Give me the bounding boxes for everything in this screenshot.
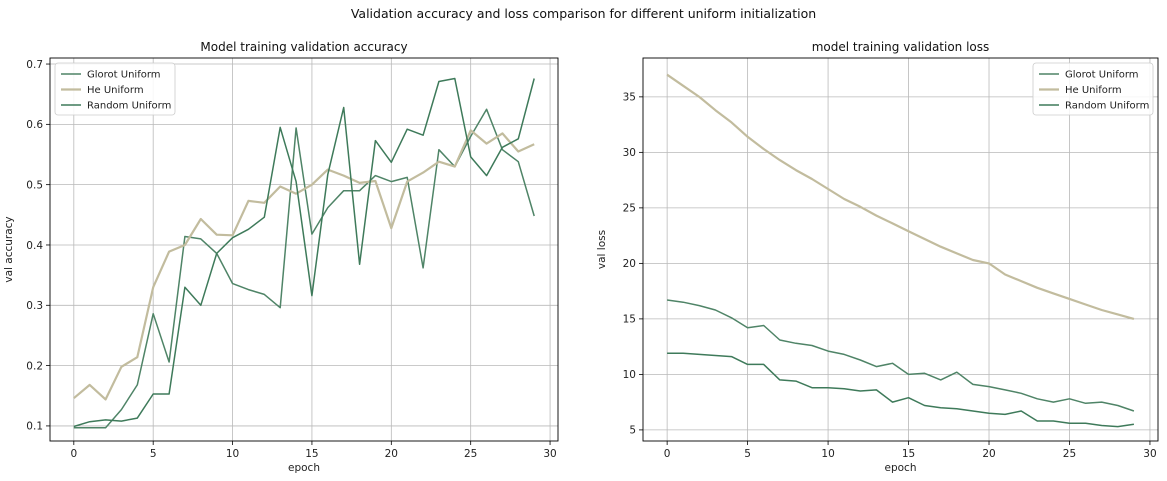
x-tick-label: 15 xyxy=(902,448,915,460)
y-tick-label: 35 xyxy=(623,92,636,104)
legend-box xyxy=(1032,62,1154,116)
x-tick-label: 5 xyxy=(744,448,751,460)
y-tick-label: 30 xyxy=(623,147,636,159)
x-axis-label: epoch xyxy=(288,462,320,474)
y-axis-label: val accuracy xyxy=(3,216,15,282)
series-line-glorot-uniform xyxy=(666,299,1135,412)
y-tick-label: 0.5 xyxy=(26,179,43,191)
y-tick-label: 20 xyxy=(623,258,636,270)
chart-title: model training validation loss xyxy=(812,40,990,54)
y-tick-label: 0.6 xyxy=(26,119,43,131)
legend-entry-label: Random Uniform xyxy=(1065,101,1149,112)
series-line-he-uniform xyxy=(73,129,535,401)
legend-entry-label: Glorot Uniform xyxy=(87,70,161,81)
y-tick-label: 0.7 xyxy=(26,59,43,71)
x-tick-label: 30 xyxy=(1143,448,1156,460)
series-line-glorot-uniform xyxy=(73,108,535,429)
legend-entry-label: Random Uniform xyxy=(87,101,171,112)
x-tick-label: 10 xyxy=(821,448,834,460)
x-tick-label: 25 xyxy=(1063,448,1076,460)
series-line-he-uniform xyxy=(666,73,1135,320)
legend-entry-label: Glorot Uniform xyxy=(1065,70,1139,81)
y-tick-label: 0.3 xyxy=(26,300,43,312)
legend-entry-label: He Uniform xyxy=(1065,85,1122,96)
x-tick-label: 0 xyxy=(70,448,77,460)
y-tick-label: 15 xyxy=(623,314,636,326)
x-tick-label: 20 xyxy=(385,448,398,460)
chart-title: Model training validation accuracy xyxy=(200,40,407,54)
x-axis-label: epoch xyxy=(885,462,917,474)
x-tick-label: 10 xyxy=(226,448,239,460)
loss-chart-panel: 0 5 10 15 20 25 30 5 10 15 20 25 30 35 model training … xyxy=(596,40,1159,474)
plot-frame xyxy=(49,57,559,442)
x-tick-label: 20 xyxy=(982,448,995,460)
x-tick-label: 15 xyxy=(305,448,318,460)
y-tick-label: 0.4 xyxy=(26,240,43,252)
x-tick-label: 5 xyxy=(150,448,157,460)
x-tick-label: 0 xyxy=(664,448,671,460)
y-tick-label: 25 xyxy=(623,203,636,215)
y-axis-label: val loss xyxy=(596,230,608,269)
y-tick-label: 10 xyxy=(623,369,636,381)
figure-title: Validation accuracy and loss comparison … xyxy=(350,6,817,21)
accuracy-chart-panel: 0 5 10 15 20 25 30 0.1 0.2 0.3 0.4 0.5 0.6 0.7 Model t… xyxy=(3,40,559,474)
y-tick-label: 0.1 xyxy=(26,421,43,433)
legend-box xyxy=(54,62,176,116)
series-line-random-uniform xyxy=(667,352,1135,428)
legend-entry-label: He Uniform xyxy=(87,85,144,96)
series-line-random-uniform xyxy=(73,77,535,428)
legend: Glorot Uniform He Uniform Random Uniform xyxy=(54,62,176,116)
plot-frame xyxy=(642,57,1159,442)
x-tick-label: 25 xyxy=(464,448,477,460)
x-tick-label: 30 xyxy=(543,448,556,460)
legend: Glorot Uniform He Uniform Random Uniform xyxy=(1032,62,1154,116)
y-tick-label: 5 xyxy=(629,425,636,437)
y-tick-label: 0.2 xyxy=(26,360,43,372)
